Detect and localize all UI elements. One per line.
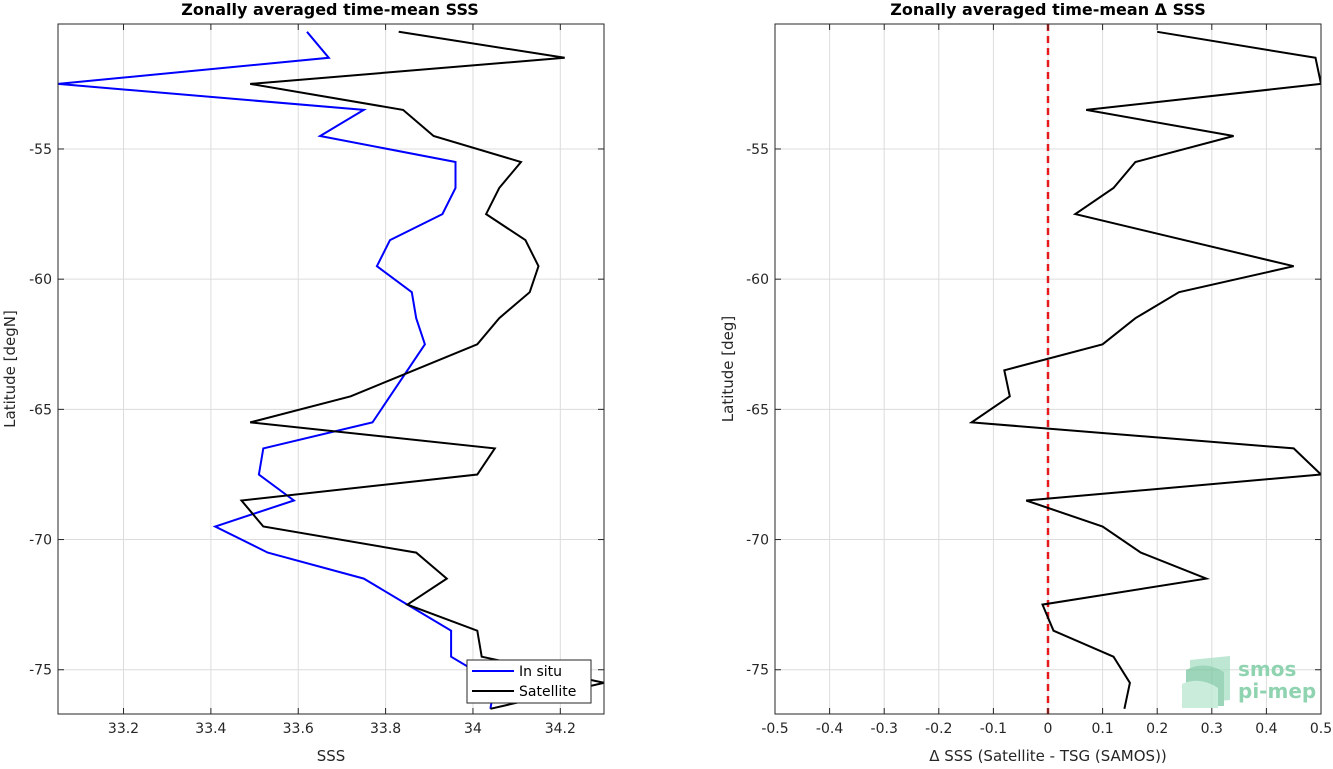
left-ticks: 33.2 33.4 33.6 33.8 34 34.2 -75 -70 -65 -60 -55	[29, 24, 604, 737]
left-x-tick-label: 33.2	[108, 721, 139, 737]
left-x-axis-label: SSS	[317, 747, 346, 765]
left-x-tick-label: 34	[464, 721, 482, 737]
right-chart: Zonally averaged time-mean Δ SSS -0.5 -0.…	[719, 0, 1332, 765]
right-y-tick-label: -60	[746, 272, 769, 288]
right-x-tick-label: 0.5	[1310, 721, 1332, 737]
left-grid	[58, 24, 604, 714]
right-y-tick-label: -75	[746, 663, 769, 679]
legend-label-satellite: Satellite	[519, 684, 576, 700]
left-y-tick-label: -65	[29, 402, 52, 418]
right-ticks: -0.5 -0.4 -0.3 -0.2 -0.1 0 0.1 0.2 0.3 0.4 0.5 -75 -…	[746, 24, 1332, 737]
right-x-tick-label: -0.2	[925, 721, 952, 737]
left-chart: Zonally averaged time-mean SSS 33.2 33.4 3…	[1, 0, 605, 765]
right-x-tick-label: -0.4	[816, 721, 843, 737]
right-x-axis-label: Δ SSS (Satellite - TSG (SAMOS))	[929, 747, 1167, 765]
logo-text-pi-mep: pi-mep	[1238, 679, 1316, 703]
left-x-tick-label: 33.4	[195, 721, 226, 737]
right-x-tick-label: 0.2	[1146, 721, 1168, 737]
right-series	[968, 24, 1321, 714]
left-y-tick-label: -55	[29, 142, 52, 158]
left-y-tick-label: -70	[29, 533, 52, 549]
right-x-tick-label: -0.3	[871, 721, 898, 737]
left-x-tick-label: 33.8	[370, 721, 401, 737]
left-y-tick-label: -75	[29, 663, 52, 679]
right-x-tick-label: 0.4	[1255, 721, 1277, 737]
logo-wave-icon	[1182, 656, 1230, 708]
right-x-tick-label: -0.1	[980, 721, 1007, 737]
right-x-tick-label: 0	[1044, 721, 1053, 737]
left-y-axis-label: Latitude [degN]	[1, 310, 19, 428]
left-plot-frame	[57, 23, 605, 715]
right-y-tick-label: -70	[746, 533, 769, 549]
legend-box	[466, 659, 592, 704]
right-x-tick-label: 0.3	[1201, 721, 1223, 737]
right-grid	[774, 24, 1322, 714]
right-x-tick-label: 0.1	[1091, 721, 1113, 737]
legend: In situ Satellite	[466, 659, 592, 704]
right-series-line-series-0	[968, 30, 1321, 710]
right-y-tick-label: -65	[746, 402, 769, 418]
left-chart-title: Zonally averaged time-mean SSS	[181, 0, 479, 19]
right-x-tick-label: -0.5	[761, 721, 788, 737]
left-series	[58, 30, 604, 710]
left-y-tick-label: -60	[29, 272, 52, 288]
left-series-line-satellite	[239, 30, 604, 710]
logo-text-smos: smos	[1238, 657, 1296, 681]
legend-label-in-situ: In situ	[519, 664, 562, 680]
left-x-tick-label: 34.2	[545, 721, 576, 737]
right-y-tick-label: -55	[746, 142, 769, 158]
right-y-axis-label: Latitude [deg]	[719, 316, 737, 422]
left-x-tick-label: 33.6	[283, 721, 314, 737]
right-chart-title: Zonally averaged time-mean Δ SSS	[890, 0, 1206, 19]
smos-pi-mep-logo: smos pi-mep	[1182, 656, 1316, 708]
